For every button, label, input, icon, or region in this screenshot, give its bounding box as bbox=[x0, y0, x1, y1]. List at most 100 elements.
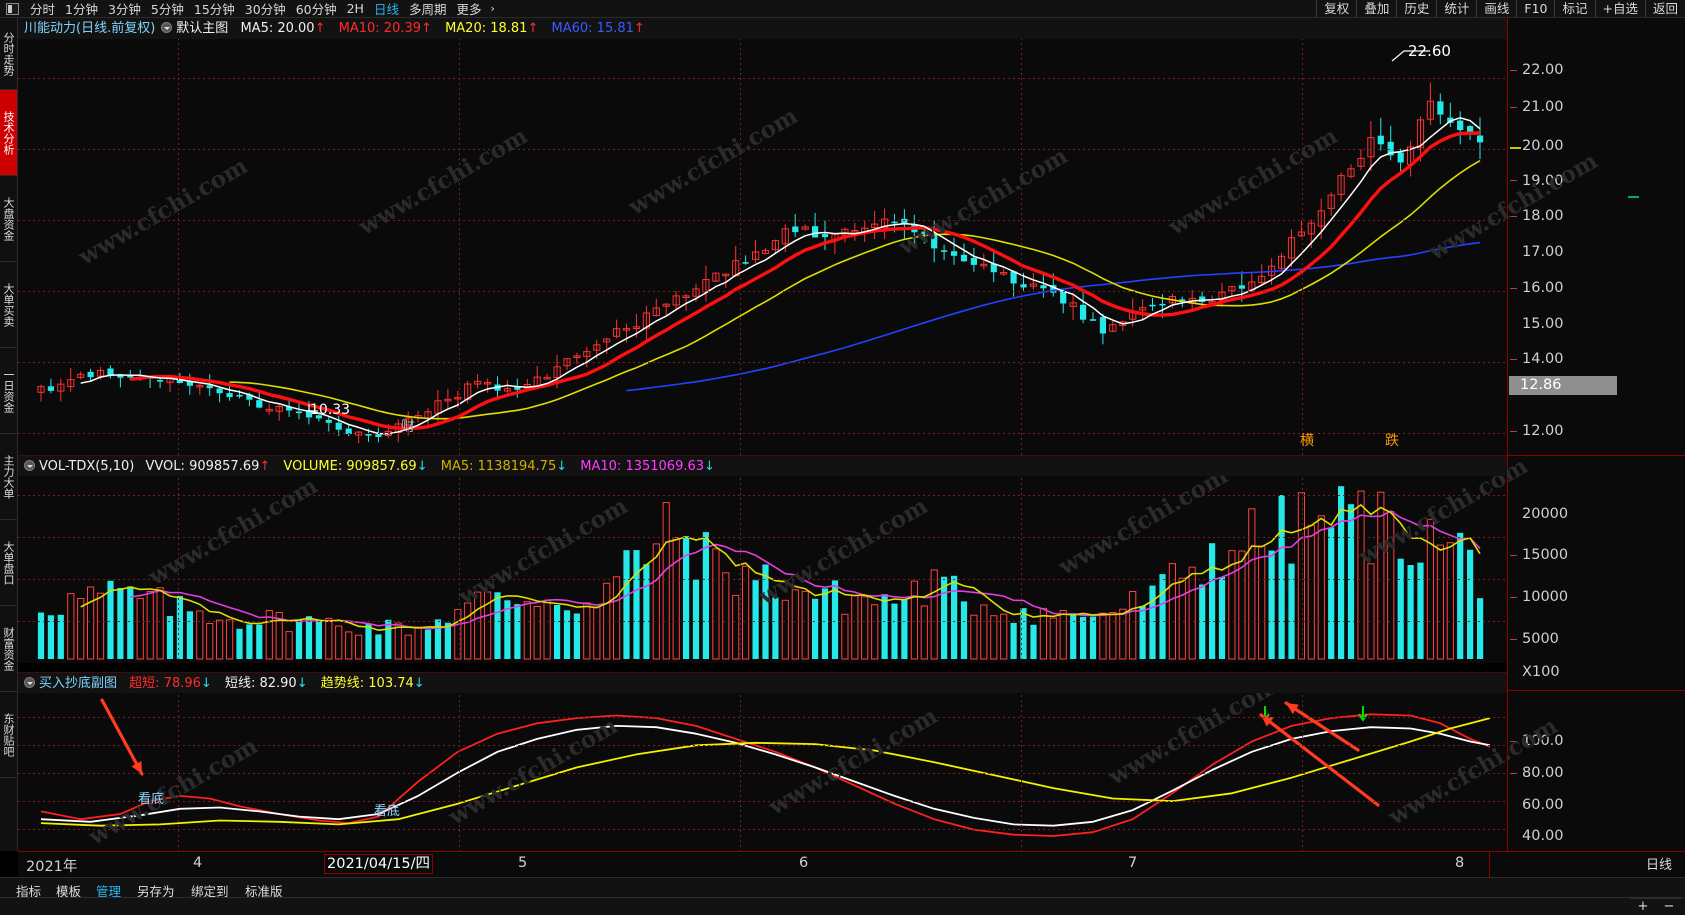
sidebar-item-caifuzijin[interactable]: 财富资金 bbox=[0, 606, 17, 692]
volume-chart-panel[interactable] bbox=[18, 473, 1507, 663]
toolbar-huaxian[interactable]: 画线 bbox=[1476, 0, 1516, 17]
stock-name[interactable]: 川能动力 bbox=[24, 21, 77, 36]
sidebar-item-dongcaitieba[interactable]: 东财贴吧 bbox=[0, 692, 17, 778]
volume-label: VOLUME: 909857.69↓ bbox=[283, 459, 428, 474]
x-label-7: 7 bbox=[1128, 855, 1138, 871]
sub-tick-1: 80.00 bbox=[1522, 765, 1564, 781]
status-muban[interactable]: 模板 bbox=[56, 884, 82, 899]
sidebar-item-yirizijin[interactable]: 一日资金 bbox=[0, 348, 17, 434]
price-tick-9: 12.00 bbox=[1522, 423, 1564, 439]
low-price-label: 10.33 bbox=[310, 402, 351, 418]
price-tick-5: 17.00 bbox=[1522, 244, 1564, 260]
status-standard[interactable]: 标准版 bbox=[245, 884, 283, 899]
sub-panel-header: 买入抄底副图 超短: 78.96↓ 短线: 82.90↓ 趋势线: 103.74… bbox=[18, 672, 1507, 693]
zoom-out-button[interactable]: − bbox=[1663, 899, 1675, 914]
sidebar-item-dadanpankou[interactable]: 大单盘口 bbox=[0, 520, 17, 606]
chevron-down-icon[interactable] bbox=[161, 22, 173, 33]
date-axis: 2021年 4 2021/04/15/四 5 6 7 8 日线 bbox=[18, 851, 1685, 878]
toolbar-diejia[interactable]: 叠加 bbox=[1356, 0, 1396, 17]
status-zhibiao[interactable]: 指标 bbox=[16, 884, 42, 899]
price-tick-6: 16.00 bbox=[1522, 280, 1564, 296]
high-price-label: 22.60 bbox=[1408, 42, 1451, 60]
zoom-in-button[interactable]: + bbox=[1637, 899, 1649, 914]
duanxian-label: 短线: 82.90↓ bbox=[224, 676, 308, 691]
price-chart-panel[interactable]: 22.60 10.33 财 横 跌 bbox=[18, 18, 1507, 455]
date-cursor-label: 2021/04/15/四 bbox=[324, 854, 433, 874]
period-tab-daily[interactable]: 日线 bbox=[373, 2, 399, 17]
toolbar-biaoji[interactable]: 标记 bbox=[1554, 0, 1594, 17]
x-label-8: 8 bbox=[1455, 855, 1465, 871]
chevron-down-icon[interactable] bbox=[24, 677, 35, 688]
volume-bars bbox=[37, 486, 1484, 660]
sidebar-item-fenshizoushi[interactable]: 分时走势 bbox=[0, 18, 17, 90]
x-label-5: 5 bbox=[518, 855, 528, 871]
price-tick-7: 15.00 bbox=[1522, 316, 1564, 332]
current-price-badge: 12.86 bbox=[1509, 376, 1617, 395]
period-tab-1[interactable]: 1分钟 bbox=[65, 2, 98, 17]
ma60-label: MA60: 15.81↑ bbox=[551, 21, 645, 36]
volume-tick-1: 15000 bbox=[1522, 547, 1569, 563]
sidebar-item-zhulidadan[interactable]: 主力大单 bbox=[0, 434, 17, 520]
toolbar-tongji[interactable]: 统计 bbox=[1436, 0, 1476, 17]
status-save-as[interactable]: 另存为 bbox=[137, 884, 175, 899]
chart-area: www.cfchi.com www.cfchi.com www.cfchi.co… bbox=[18, 18, 1685, 875]
sidebar-item-jishufenxi[interactable]: 技术分析 bbox=[0, 90, 17, 176]
period-tab-6[interactable]: 60分钟 bbox=[295, 2, 337, 17]
left-sidebar: 分时走势 技术分析 大盘资金 大单买卖 一日资金 主力大单 大单盘口 财富资金 … bbox=[0, 18, 18, 851]
period-tab-more[interactable]: 更多 bbox=[456, 2, 482, 17]
volume-indicator-title[interactable]: VOL-TDX(5,10) bbox=[39, 459, 135, 474]
sub-tick-0: 100.0 bbox=[1522, 733, 1564, 749]
sidebar-item-dandanmaimai[interactable]: 大单买卖 bbox=[0, 262, 17, 348]
status-guanli[interactable]: 管理 bbox=[96, 884, 122, 899]
volume-tick-3: 5000 bbox=[1522, 631, 1559, 647]
period-indicator[interactable]: 日线 bbox=[1645, 858, 1672, 873]
period-tab-7[interactable]: 2H bbox=[346, 1, 364, 16]
ma20-label: MA20: 18.81↑ bbox=[445, 21, 539, 36]
bottom-mark-label: 看底 bbox=[374, 804, 401, 819]
x-label-4: 4 bbox=[193, 855, 203, 871]
drop-mark-label: 跌 bbox=[1385, 433, 1399, 449]
period-tab-3[interactable]: 5分钟 bbox=[150, 2, 184, 17]
template-name[interactable]: 默认主图 bbox=[176, 21, 229, 36]
period-tab-2[interactable]: 3分钟 bbox=[107, 2, 141, 17]
vvol-label: VVOL: 909857.69↑ bbox=[145, 459, 271, 474]
volume-tick-0: 20000 bbox=[1522, 506, 1569, 522]
volume-unit-label: X100 bbox=[1522, 664, 1560, 680]
price-candles bbox=[37, 50, 1484, 444]
toolbar-f10[interactable]: F10 bbox=[1516, 0, 1554, 17]
panel-toggle-icon[interactable] bbox=[6, 2, 19, 15]
sidebar-item-dapanzijin[interactable]: 大盘资金 bbox=[0, 176, 17, 262]
x-label-6: 6 bbox=[799, 855, 809, 871]
sub-indicator-panel[interactable]: 看底 看底 bbox=[18, 690, 1507, 855]
chaoduan-label: 超短: 78.96↓ bbox=[129, 676, 212, 691]
period-tab-0[interactable]: 分时 bbox=[30, 2, 56, 17]
period-tab-multi[interactable]: 多周期 bbox=[408, 2, 447, 17]
toolbar-add-watchlist[interactable]: +自选 bbox=[1594, 0, 1645, 17]
chevron-right-icon[interactable]: › bbox=[490, 2, 495, 15]
qushixian-label: 趋势线: 103.74↓ bbox=[320, 676, 425, 691]
top-toolbar: 分时 1分钟 3分钟 5分钟 15分钟 30分钟 60分钟 2H 日线 多周期 … bbox=[0, 0, 1685, 18]
ma5-label: MA5: 20.00↑ bbox=[240, 21, 326, 36]
price-tick-8: 14.00 bbox=[1522, 351, 1564, 367]
toolbar-back[interactable]: 返回 bbox=[1644, 0, 1685, 17]
volume-panel-header: VOL-TDX(5,10) VVOL: 909857.69↑ VOLUME: 9… bbox=[18, 455, 1507, 476]
price-tick-2: 20.00 bbox=[1522, 138, 1564, 154]
toolbar-lishi[interactable]: 历史 bbox=[1396, 0, 1436, 17]
x-label-year: 2021年 bbox=[26, 859, 78, 875]
vol-ma10-label: MA10: 1351069.63↓ bbox=[580, 459, 715, 474]
price-panel-header: 川能动力(日线.前复权) 默认主图 MA5: 20.00↑ MA10: 20.39… bbox=[18, 18, 1507, 39]
range-mark-label: 横 bbox=[1300, 433, 1314, 449]
toolbar-fuquan[interactable]: 复权 bbox=[1316, 0, 1356, 17]
sub-tick-3: 40.00 bbox=[1522, 828, 1564, 844]
chevron-down-icon[interactable] bbox=[24, 460, 35, 471]
status-bind-to[interactable]: 绑定到 bbox=[191, 884, 229, 899]
volume-tick-2: 10000 bbox=[1522, 589, 1569, 605]
price-tick-1: 21.00 bbox=[1522, 99, 1564, 115]
period-tab-4[interactable]: 15分钟 bbox=[193, 2, 235, 17]
sub-indicator-title[interactable]: 买入抄底副图 bbox=[39, 676, 118, 691]
period-tab-5[interactable]: 30分钟 bbox=[244, 2, 286, 17]
period-adjust-label: (日线.前复权) bbox=[76, 21, 156, 36]
right-price-axis: 22.00 21.00 20.00 19.00 18.00 17.00 16.0… bbox=[1507, 18, 1685, 875]
vol-ma5-label: MA5: 1138194.75↓ bbox=[440, 459, 568, 474]
price-tick-3: 19.00 bbox=[1522, 173, 1564, 189]
